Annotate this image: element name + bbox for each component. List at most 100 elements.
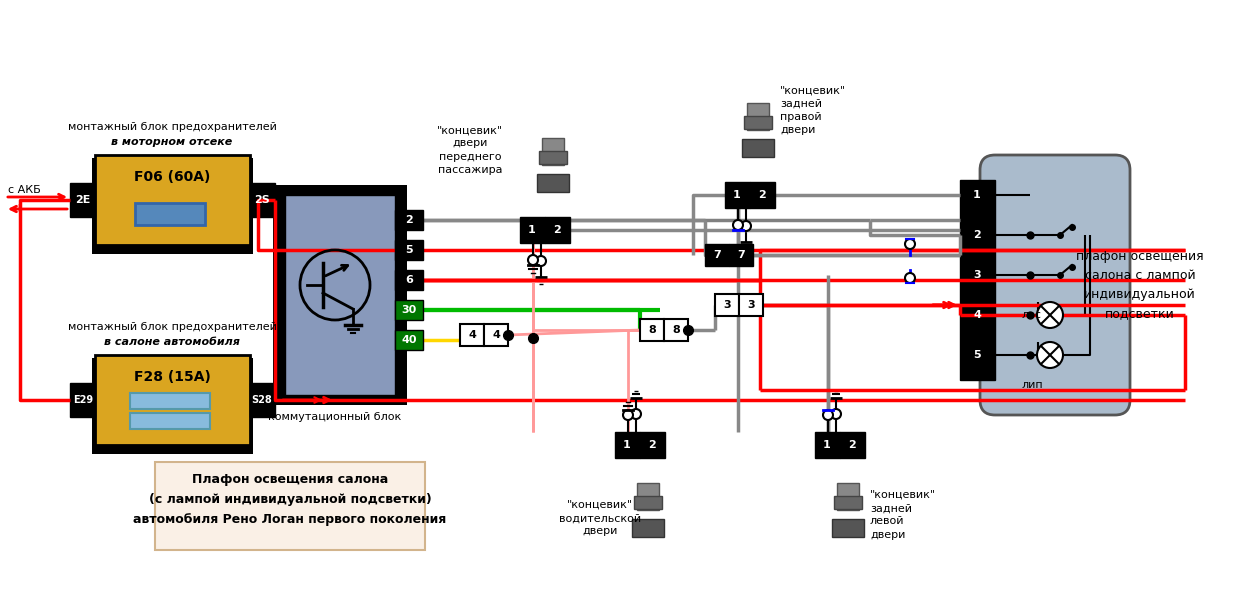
Bar (726, 182, 750, 208)
Bar (95, 155, 250, 245)
Text: 5: 5 (973, 350, 981, 360)
Circle shape (623, 410, 633, 420)
Circle shape (632, 409, 641, 419)
Text: S28: S28 (252, 395, 272, 405)
Text: 4: 4 (492, 330, 499, 340)
Text: 3: 3 (973, 270, 981, 280)
Text: 8: 8 (672, 325, 680, 335)
Bar (91, 158, 253, 254)
Bar (130, 393, 210, 409)
Bar (460, 324, 485, 346)
Bar (632, 519, 664, 537)
Bar (739, 294, 763, 316)
Bar (832, 519, 864, 537)
Bar (837, 483, 859, 510)
Text: в моторном отсеке: в моторном отсеке (111, 137, 232, 147)
Text: в салоне автомобиля: в салоне автомобиля (104, 337, 240, 347)
Bar (91, 358, 253, 454)
Circle shape (905, 239, 915, 249)
Text: 7: 7 (713, 250, 721, 260)
Bar (960, 180, 995, 380)
Circle shape (742, 221, 751, 231)
Bar (539, 151, 567, 164)
Bar (545, 217, 570, 243)
Bar (273, 185, 407, 405)
Text: 1: 1 (623, 440, 630, 450)
Circle shape (831, 409, 840, 419)
Text: 2: 2 (758, 190, 766, 200)
Bar (815, 432, 840, 458)
Text: 40: 40 (402, 335, 417, 345)
Bar (286, 195, 396, 395)
Text: 5: 5 (405, 245, 413, 255)
Circle shape (536, 256, 546, 266)
Bar (714, 294, 739, 316)
Bar (840, 432, 865, 458)
Text: 2E: 2E (75, 195, 90, 205)
Text: монтажный блок предохранителей: монтажный блок предохранителей (68, 122, 277, 132)
Bar (70, 383, 95, 417)
Bar (485, 324, 508, 346)
Text: "концевик"
водительской
двери: "концевик" водительской двери (559, 500, 641, 537)
Text: 4: 4 (468, 330, 476, 340)
Bar (750, 182, 775, 208)
Bar (250, 183, 274, 217)
Text: 1: 1 (733, 190, 740, 200)
Bar (154, 462, 425, 550)
Text: 2: 2 (848, 440, 855, 450)
Circle shape (905, 273, 915, 283)
Text: 4: 4 (973, 310, 981, 320)
Bar (634, 496, 662, 509)
Text: 3: 3 (748, 300, 755, 310)
Text: лос: лос (1022, 310, 1042, 320)
Bar (396, 210, 423, 230)
Bar (396, 240, 423, 260)
Circle shape (1037, 302, 1063, 328)
Bar (396, 300, 423, 320)
Text: 7: 7 (737, 250, 745, 260)
Bar (664, 319, 688, 341)
Text: E29: E29 (73, 395, 93, 405)
Text: 2: 2 (405, 215, 413, 225)
Text: плафон освещения
салона с лампой
индивидуальной
подсветки: плафон освещения салона с лампой индивид… (1077, 250, 1204, 320)
Bar (705, 244, 729, 266)
Bar (834, 496, 861, 509)
Text: +: + (14, 202, 25, 215)
Bar (729, 244, 753, 266)
Bar (70, 183, 95, 217)
Bar (95, 355, 250, 445)
Text: 2S: 2S (255, 195, 269, 205)
Text: F28 (15A): F28 (15A) (133, 370, 210, 384)
Bar (396, 270, 423, 290)
Text: 2: 2 (648, 440, 656, 450)
Bar (130, 413, 210, 429)
Text: (с лампой индивидуальной подсветки): (с лампой индивидуальной подсветки) (148, 493, 431, 506)
Text: 1: 1 (528, 225, 536, 235)
Text: 1: 1 (823, 440, 831, 450)
Bar (640, 432, 665, 458)
Text: 2: 2 (554, 225, 561, 235)
Bar (744, 116, 772, 129)
Bar (637, 483, 659, 510)
Bar (640, 319, 664, 341)
Text: 30: 30 (402, 305, 417, 315)
Bar (616, 432, 640, 458)
Text: коммутационный блок: коммутационный блок (268, 412, 402, 422)
Text: 6: 6 (405, 275, 413, 285)
Text: "концевик"
двери
переднего
пассажира: "концевик" двери переднего пассажира (438, 125, 503, 175)
Circle shape (823, 410, 833, 420)
Text: "концевик"
задней
левой
двери: "концевик" задней левой двери (870, 490, 936, 540)
Text: автомобиля Рено Логан первого поколения: автомобиля Рено Логан первого поколения (133, 514, 446, 527)
Text: F06 (60A): F06 (60A) (133, 170, 210, 184)
Bar (742, 139, 774, 157)
Text: 8: 8 (648, 325, 656, 335)
Text: 3: 3 (723, 300, 730, 310)
Text: лип: лип (1022, 380, 1043, 390)
Bar (396, 330, 423, 350)
Text: "концевик"
задней
правой
двери: "концевик" задней правой двери (780, 85, 847, 135)
Circle shape (528, 255, 538, 265)
Bar (536, 174, 569, 192)
Bar (520, 217, 545, 243)
Bar (747, 103, 769, 130)
Circle shape (1037, 342, 1063, 368)
